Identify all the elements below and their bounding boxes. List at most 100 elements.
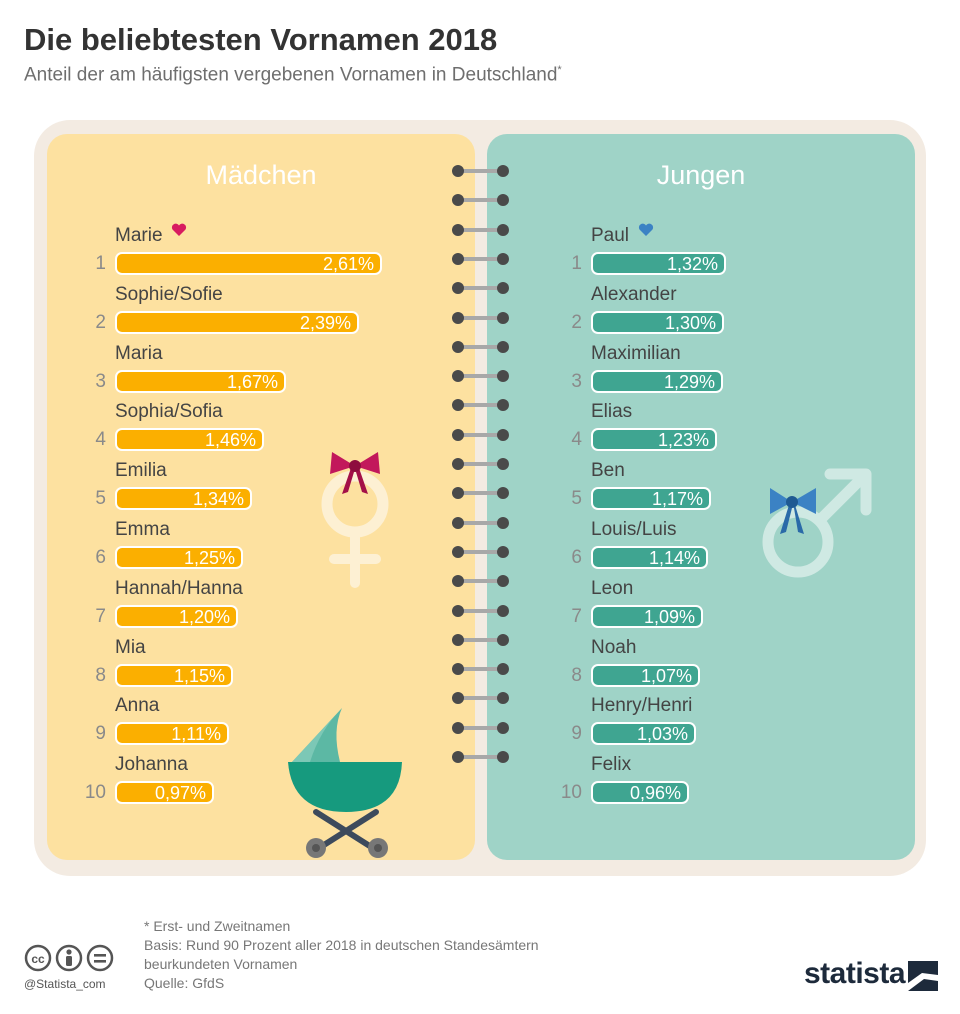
binding-ring [458,637,503,642]
bar: 1,34% [115,487,252,511]
subtitle-text: Anteil der am häufigsten vergebenen Vorn… [24,64,558,86]
bar: 1,25% [115,546,243,569]
bar: 1,03% [591,722,696,746]
binding-ring [458,198,503,203]
rank-label: 4 [571,429,582,451]
binding-ring [458,667,503,672]
rank-label: 9 [571,723,582,745]
rank-label: 1 [95,253,106,274]
binding-hole [497,516,509,529]
binding-hole [497,428,509,441]
name-label: Emma [115,519,170,540]
binding-hole [452,223,464,236]
name-label: Noah [591,636,637,658]
name-label: Paul [591,225,630,246]
rank-label: 2 [95,311,106,333]
binding-ring [458,696,503,701]
binding-ring [458,520,503,525]
rank-label: 3 [571,370,582,392]
name-label: Sophia/Sofia [115,401,223,423]
statista-logo-icon [908,961,938,991]
footnote-line-4: Quelle: GfdS [144,975,225,991]
venus-icon [321,452,389,588]
subtitle-footnote-mark: * [557,64,562,76]
binding-hole [452,165,464,177]
boys-page-title: Jungen [656,160,746,190]
rank-label: 9 [95,723,106,745]
name-label: Anna [115,695,160,717]
statista-logo[interactable]: statista [804,957,940,991]
binding-hole [452,575,464,588]
binding-hole [452,692,464,705]
name-label: Ben [591,460,625,482]
bar: 1,30% [591,310,724,334]
binding-ring [458,755,503,759]
name-label: Johanna [115,754,188,776]
nd-icon [86,944,114,972]
binding-hole [497,721,509,734]
bar: 2,61% [115,252,382,275]
rank-label: 1 [571,253,582,274]
bar: 1,20% [115,604,238,628]
rank-label: 8 [95,664,106,686]
binding-hole [497,751,509,763]
binding-hole [497,575,509,588]
binding-ring [458,403,503,408]
binding-hole [497,545,509,558]
mars-icon [762,468,872,578]
binding-hole [452,663,464,676]
binding-ring [458,374,503,379]
binding-hole [497,340,509,353]
girl-bow-icon [330,452,380,494]
binding-ring [458,256,503,261]
footnote: * Erst- und Zweitnamen Basis: Rund 90 Pr… [144,917,539,993]
binding-hole [452,370,464,383]
bar: 1,46% [115,428,264,452]
statista-logo-text: statista [804,957,906,990]
rank-label: 10 [84,782,106,804]
name-label: Mia [115,636,146,658]
binding-ring [458,549,503,554]
binding-hole [497,399,509,412]
bar: 1,29% [591,369,723,393]
name-label: Leon [591,577,634,599]
bar: 2,39% [115,310,359,334]
name-label: Henry/Henri [591,695,693,717]
binding-ring [458,286,503,291]
binding-hole [452,721,464,734]
rank-label: 5 [571,488,582,510]
stroller-icon [288,708,402,858]
binding-hole [452,487,464,500]
binding-hole [452,252,464,265]
binding-hole [497,194,509,207]
chart-subtitle: Anteil der am häufigsten vergebenen Vorn… [24,64,562,86]
binding-hole [497,311,509,324]
name-label: Maximilian [591,342,681,364]
bar: 1,07% [591,663,700,687]
bar: 1,11% [115,722,229,746]
binding-hole [452,604,464,617]
bar: 1,17% [591,487,711,511]
binding-ring [458,462,503,466]
binding-hole [452,751,464,763]
binding-hole [497,663,509,676]
binding-hole [452,458,464,470]
footnote-line-3: beurkundeten Vornamen [144,956,298,972]
license-icons: cc [24,944,114,972]
binding-ring [458,725,503,730]
rank-label: 8 [571,664,582,686]
rank-label: 7 [95,605,106,627]
binding-ring [458,579,503,584]
name-label: Elias [591,401,633,423]
binding-hole [497,252,509,265]
name-label: Marie [115,225,163,246]
chart-title: Die beliebtesten Vornamen 2018 [24,22,498,57]
heart-icon [638,223,654,236]
binding-hole [497,604,509,617]
binding-hole [452,516,464,529]
binding-hole [452,545,464,558]
binding-hole [452,340,464,353]
bar: 1,23% [591,428,717,452]
binding-hole [452,194,464,207]
